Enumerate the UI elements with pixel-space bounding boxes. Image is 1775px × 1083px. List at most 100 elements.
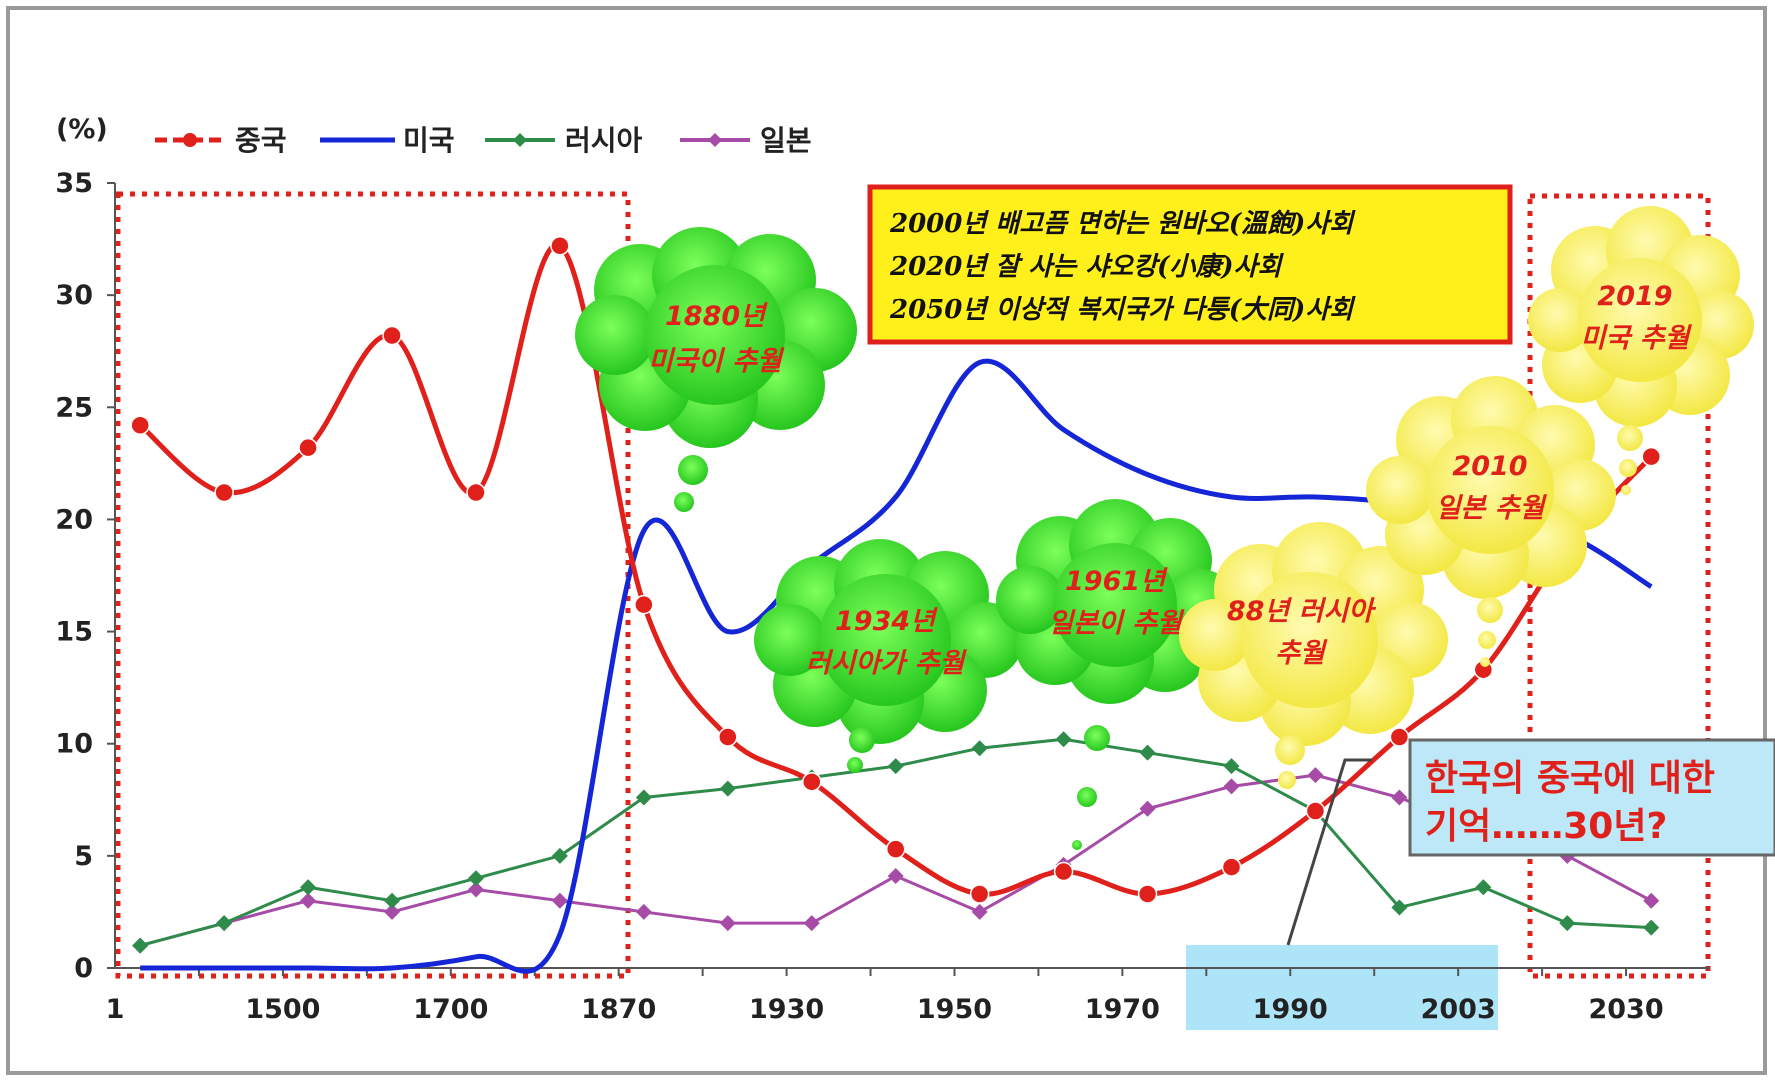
x-tick-label: 1990 (1253, 994, 1328, 1025)
x-tick-label: 2003 (1421, 994, 1496, 1025)
cloud-2010: 2010 일본 추월 (1366, 376, 1616, 667)
cloud-2019-line-2: 미국 추월 (1581, 323, 1693, 354)
data-point-japan (300, 892, 317, 909)
data-point-china (1137, 884, 1158, 904)
cloud-2019: 2019 미국 추월 (1528, 206, 1754, 495)
y-tick-label: 25 (55, 392, 93, 423)
data-point-russia (1055, 731, 1072, 748)
data-point-russia (1643, 919, 1660, 936)
y-tick-label: 30 (55, 280, 93, 311)
data-point-china (298, 437, 318, 458)
data-point-russia (467, 870, 484, 887)
data-point-china (1389, 727, 1410, 747)
cloud-1988-line-1: 88년 러시아 (1227, 596, 1376, 627)
highlight-region-right (1527, 193, 1711, 979)
x-tick-label: 1930 (749, 994, 824, 1025)
legend-item-china: 중국 (155, 124, 287, 157)
cloud-2010-line-1: 2010 (1452, 451, 1527, 482)
period-highlight (1186, 945, 1498, 1030)
cloud-1880-line-2: 미국이 추월 (648, 346, 785, 377)
data-point-china (1053, 861, 1074, 882)
data-point-russia (1391, 899, 1408, 916)
y-tick-label: 35 (55, 168, 93, 199)
data-point-japan (1139, 800, 1156, 817)
data-point-russia (132, 937, 149, 954)
data-point-china (634, 594, 654, 615)
cloud-1988: 88년 러시아 추월 (1179, 522, 1448, 789)
cloud-2010-line-2: 일본 추월 (1436, 493, 1548, 524)
data-point-japan (1223, 778, 1240, 795)
data-point-russia (384, 892, 401, 909)
data-point-japan (719, 915, 736, 932)
y-tick-label: 10 (55, 729, 93, 760)
cloud-1961-line-2: 일본이 추월 (1048, 608, 1185, 639)
data-point-russia (300, 879, 317, 896)
y-tick-label: 0 (74, 953, 93, 984)
data-point-japan (1643, 892, 1660, 909)
goals-line-2: 2020년 잘 사는 샤오캉(小康)사회 (889, 252, 1284, 282)
data-point-russia (971, 740, 988, 757)
cloud-2019-line-1: 2019 (1597, 281, 1672, 312)
data-point-russia (635, 789, 652, 806)
x-tick-label: 2030 (1588, 994, 1663, 1025)
data-point-japan (803, 915, 820, 932)
data-point-china (466, 482, 486, 503)
data-point-japan (467, 881, 484, 898)
x-tick-label: 1870 (581, 994, 656, 1025)
goals-line-1: 2000년 배고픔 면하는 원바오(溫飽)사회 (889, 209, 1356, 239)
data-point-russia (1475, 879, 1492, 896)
axes: 0 5 10 15 20 25 30 35 1 1500 1700 1870 1930 1950 1970 1… (55, 168, 1710, 1025)
data-point-china (969, 884, 990, 904)
data-point-japan (971, 903, 988, 920)
data-point-russia (1559, 915, 1576, 932)
cloud-1961-line-1: 1961년 (1065, 566, 1168, 597)
data-point-china (1221, 857, 1242, 877)
legend-item-russia: 러시아 (485, 124, 643, 157)
data-point-china (382, 325, 402, 346)
x-tick-label: 1500 (245, 994, 320, 1025)
x-tick-label: 1700 (413, 994, 488, 1025)
cloud-1934-line-2: 러시아가 추월 (806, 648, 968, 679)
legend-label-usa: 미국 (403, 124, 455, 157)
legend-item-usa: 미국 (320, 124, 455, 157)
data-point-russia (719, 780, 736, 797)
cloud-1934: 1934년 러시아가 추월 (754, 539, 1023, 773)
y-tick-label: 5 (74, 841, 93, 872)
korea-callout-leader (1286, 758, 1372, 946)
korea-callout-line-2: 기억……30년? (1425, 806, 1667, 847)
korea-callout-line-1: 한국의 중국에 대한 (1425, 758, 1715, 799)
data-point-russia (887, 758, 904, 775)
cloud-1880-line-1: 1880년 (665, 301, 768, 332)
data-point-japan (1391, 789, 1408, 806)
unit-label: (%) (56, 114, 108, 145)
data-point-japan (384, 903, 401, 920)
data-point-russia (1139, 744, 1156, 761)
legend-item-japan: 일본 (680, 124, 812, 157)
legend-label-russia: 러시아 (565, 124, 643, 157)
series-layer (130, 236, 1661, 974)
data-point-china (802, 772, 822, 792)
data-point-china (885, 839, 906, 859)
data-point-china (550, 236, 570, 256)
data-point-japan (635, 903, 652, 920)
data-point-russia (216, 915, 233, 932)
x-tick-label: 1 (106, 994, 125, 1025)
data-point-china (214, 482, 234, 503)
x-tick-label: 1970 (1085, 994, 1160, 1025)
data-point-japan (887, 868, 904, 885)
goals-box: 2000년 배고픔 면하는 원바오(溫飽)사회 2020년 잘 사는 샤오캉(小… (867, 184, 1513, 345)
data-point-china (1305, 801, 1326, 821)
korea-callout: 한국의 중국에 대한 기억……30년? (1286, 738, 1775, 946)
legend: (%) 중국 미국 러시아 일본 (56, 114, 812, 157)
data-point-japan (1307, 767, 1324, 784)
data-point-china (1641, 446, 1661, 467)
legend-label-china: 중국 (235, 124, 287, 157)
data-point-china (718, 727, 738, 747)
legend-label-japan: 일본 (760, 124, 812, 157)
x-tick-label: 1950 (917, 994, 992, 1025)
y-tick-label: 20 (55, 504, 93, 535)
data-point-russia (1223, 758, 1240, 775)
cloud-1934-line-1: 1934년 (835, 606, 938, 637)
y-tick-label: 15 (55, 617, 93, 648)
